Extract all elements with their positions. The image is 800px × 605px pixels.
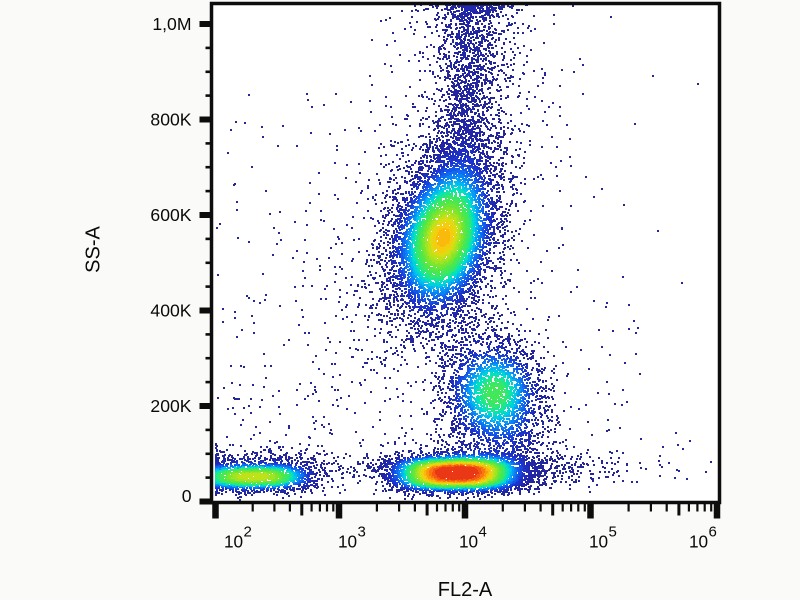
svg-text:800K: 800K (150, 110, 191, 130)
svg-text:1,0M: 1,0M (152, 14, 191, 34)
svg-text:10: 10 (689, 532, 708, 552)
svg-text:200K: 200K (150, 396, 191, 416)
svg-text:3: 3 (358, 524, 366, 541)
svg-text:SS-A: SS-A (83, 226, 105, 273)
svg-text:10: 10 (589, 532, 608, 552)
svg-text:5: 5 (609, 524, 617, 541)
svg-text:FL2-A: FL2-A (438, 579, 493, 600)
svg-text:400K: 400K (150, 301, 191, 321)
svg-text:10: 10 (338, 532, 357, 552)
svg-text:10: 10 (224, 532, 243, 552)
svg-text:0: 0 (182, 486, 192, 506)
svg-text:600K: 600K (150, 205, 191, 225)
svg-text:10: 10 (459, 532, 478, 552)
svg-text:2: 2 (244, 524, 252, 541)
svg-text:4: 4 (479, 524, 487, 541)
svg-text:6: 6 (709, 524, 717, 541)
